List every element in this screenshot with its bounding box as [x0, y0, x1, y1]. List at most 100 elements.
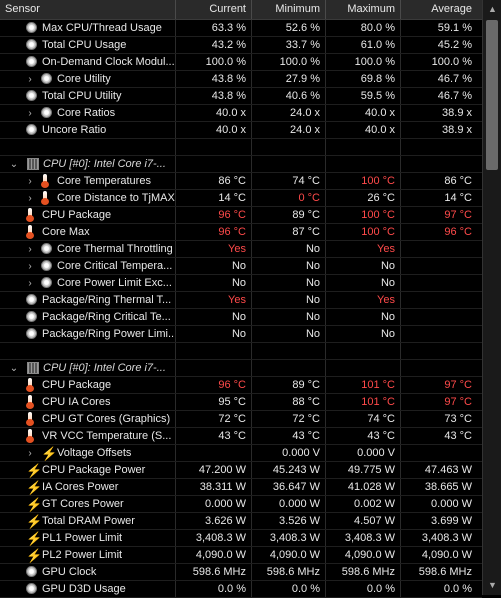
table-row[interactable]: GPU D3D Usage 0.0 % 0.0 % 0.0 % 0.0 %: [0, 581, 482, 598]
average-value: 46.7 %: [437, 73, 472, 85]
maximum-value: No: [326, 258, 401, 274]
sensor-name-cell: On-Demand Clock Modul...: [0, 54, 176, 70]
chevron-down-icon[interactable]: ⌄: [9, 363, 19, 374]
table-row[interactable]: › Core Power Limit Exc... No No No: [0, 275, 482, 292]
current-value: 38.311 W: [176, 479, 252, 495]
sensor-label: Core Critical Tempera...: [57, 260, 173, 272]
group-row[interactable]: ⌄ CPU [#0]: Intel Core i7-...: [0, 360, 482, 377]
table-row[interactable]: On-Demand Clock Modul... 100.0 % 100.0 % 10…: [0, 54, 482, 71]
average-value: 97 °C: [444, 209, 472, 221]
minimum-value: 0.000 V: [252, 445, 326, 461]
current-value: Yes: [176, 292, 252, 308]
table-row[interactable]: › Core Temperatures 86 °C 74 °C 100 °C 86 °C: [0, 173, 482, 190]
sensor-name-cell: Package/Ring Thermal T...: [0, 292, 176, 308]
table-row[interactable]: ⚡ Total DRAM Power 3.626 W 3.526 W 4.507 W 3.…: [0, 513, 482, 530]
minimum-value: 0.000 W: [252, 496, 326, 512]
group-row[interactable]: ⌄ CPU [#0]: Intel Core i7-...: [0, 156, 482, 173]
current-value: 43 °C: [176, 428, 252, 444]
chevron-right-icon[interactable]: ›: [28, 193, 32, 204]
scroll-up-arrow-icon[interactable]: ▲: [488, 4, 497, 14]
table-row[interactable]: Total CPU Utility 43.8 % 40.6 % 59.5 % 46.7 …: [0, 88, 482, 105]
chevron-right-icon[interactable]: ›: [28, 448, 32, 459]
current-value: 3,408.3 W: [176, 530, 252, 546]
minimum-value: No: [252, 275, 326, 291]
maximum-value: No: [326, 275, 401, 291]
chevron-right-icon[interactable]: ›: [28, 261, 32, 272]
minimum-value: 27.9 %: [252, 71, 326, 87]
table-row[interactable]: Total CPU Usage 43.2 % 33.7 % 61.0 % 45.2 %: [0, 37, 482, 54]
table-row[interactable]: Max CPU/Thread Usage 63.3 % 52.6 % 80.0 % 59…: [0, 20, 482, 37]
minimum-value: 3.526 W: [252, 513, 326, 529]
current-value: 72 °C: [176, 411, 252, 427]
table-row[interactable]: › Core Thermal Throttling Yes No Yes: [0, 241, 482, 258]
table-row[interactable]: › Core Utility 43.8 % 27.9 % 69.8 % 46.7 %: [0, 71, 482, 88]
table-row[interactable]: › Core Critical Tempera... No No No: [0, 258, 482, 275]
chevron-down-icon[interactable]: ⌄: [9, 159, 19, 170]
current-value: 86 °C: [176, 173, 252, 189]
sensor-name-cell: Uncore Ratio: [0, 122, 176, 138]
maximum-value: 598.6 MHz: [326, 564, 401, 580]
sensor-label: Package/Ring Thermal T...: [42, 294, 172, 306]
column-header-current[interactable]: Current: [176, 0, 252, 19]
average-value: [401, 292, 482, 308]
maximum-value: 0.0 %: [326, 581, 401, 597]
table-row[interactable]: CPU IA Cores 95 °C 88 °C 101 °C 97 °C: [0, 394, 482, 411]
vertical-scrollbar[interactable]: ▲ ▼: [482, 0, 501, 595]
sensor-label: PL1 Power Limit: [42, 532, 123, 544]
table-row[interactable]: › Core Distance to TjMAX 14 °C 0 °C 26 °C 14 …: [0, 190, 482, 207]
table-row[interactable]: GPU Clock 598.6 MHz 598.6 MHz 598.6 MHz 598.…: [0, 564, 482, 581]
current-value: No: [176, 258, 252, 274]
sensor-name-cell: CPU IA Cores: [0, 394, 176, 410]
average-value: 14 °C: [444, 192, 472, 204]
table-row[interactable]: ⚡ GT Cores Power 0.000 W 0.000 W 0.002 W 0.00…: [0, 496, 482, 513]
chevron-right-icon[interactable]: ›: [28, 278, 32, 289]
scrollbar-thumb[interactable]: [486, 20, 498, 170]
table-row[interactable]: Core Max 96 °C 87 °C 100 °C 96 °C: [0, 224, 482, 241]
table-row[interactable]: › Core Ratios 40.0 x 24.0 x 40.0 x 38.9 x: [0, 105, 482, 122]
scroll-down-arrow-icon[interactable]: ▼: [488, 580, 497, 590]
table-row[interactable]: CPU Package 96 °C 89 °C 101 °C 97 °C: [0, 377, 482, 394]
table-row[interactable]: › ⚡ Voltage Offsets 0.000 V 0.000 V: [0, 445, 482, 462]
sensor-label: VR VCC Temperature (S...: [42, 430, 172, 442]
table-row[interactable]: Package/Ring Power Limi... No No No: [0, 326, 482, 343]
average-value: 3,408.3 W: [421, 532, 472, 544]
table-row[interactable]: Package/Ring Critical Te... No No No: [0, 309, 482, 326]
table-row[interactable]: Uncore Ratio 40.0 x 24.0 x 40.0 x 38.9 x: [0, 122, 482, 139]
column-header-minimum[interactable]: Minimum: [252, 0, 326, 19]
table-header: Sensor Current Minimum Maximum Average: [0, 0, 482, 20]
maximum-value: [326, 343, 401, 359]
sensor-name-cell: ⚡ GT Cores Power: [0, 496, 176, 512]
maximum-value: 100 °C: [326, 224, 401, 240]
table-row[interactable]: ⚡ PL1 Power Limit 3,408.3 W 3,408.3 W 3,408.…: [0, 530, 482, 547]
lightning-bolt-icon: ⚡: [41, 446, 58, 461]
minimum-value: 24.0 x: [252, 105, 326, 121]
column-header-maximum[interactable]: Maximum: [326, 0, 401, 19]
group-label: CPU [#0]: Intel Core i7-...: [43, 362, 166, 374]
average-value: 100.0 %: [431, 56, 472, 68]
column-header-sensor[interactable]: Sensor: [0, 0, 176, 19]
minimum-value: 89 °C: [252, 207, 326, 223]
average-value: 598.6 MHz: [418, 566, 472, 578]
table-row[interactable]: CPU GT Cores (Graphics) 72 °C 72 °C 74 °C 73…: [0, 411, 482, 428]
table-row[interactable]: CPU Package 96 °C 89 °C 100 °C 97 °C: [0, 207, 482, 224]
table-row[interactable]: Package/Ring Thermal T... Yes No Yes: [0, 292, 482, 309]
table-row[interactable]: ⚡ PL2 Power Limit 4,090.0 W 4,090.0 W 4,090.…: [0, 547, 482, 564]
average-value: [401, 326, 482, 342]
average-value: 96 °C: [444, 226, 472, 238]
clock-icon: [41, 277, 52, 288]
minimum-value: 100.0 %: [252, 54, 326, 70]
chevron-right-icon[interactable]: ›: [28, 176, 32, 187]
chevron-right-icon[interactable]: ›: [28, 244, 32, 255]
clock-icon: [26, 56, 37, 67]
sensor-name-cell: › Core Utility: [0, 71, 176, 87]
thermometer-icon: [26, 412, 34, 426]
average-value: [401, 360, 482, 376]
chevron-right-icon[interactable]: ›: [28, 74, 32, 85]
current-value: 47.200 W: [176, 462, 252, 478]
maximum-value: 100 °C: [326, 173, 401, 189]
column-header-average[interactable]: Average: [431, 3, 472, 15]
table-row[interactable]: ⚡ CPU Package Power 47.200 W 45.243 W 49.775…: [0, 462, 482, 479]
chevron-right-icon[interactable]: ›: [28, 108, 32, 119]
table-row[interactable]: VR VCC Temperature (S... 43 °C 43 °C 43 °C 4…: [0, 428, 482, 445]
